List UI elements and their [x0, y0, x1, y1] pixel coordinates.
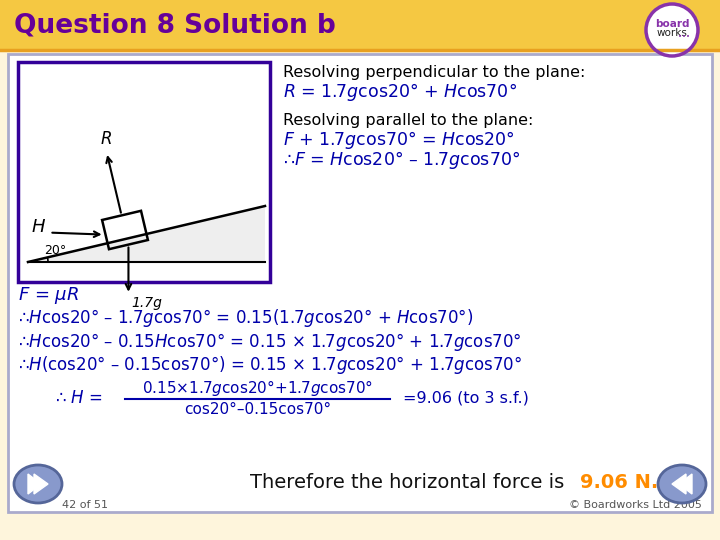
Text: ∴ $\it{H}$ =: ∴ $\it{H}$ =: [55, 389, 103, 407]
Text: Resolving perpendicular to the plane:: Resolving perpendicular to the plane:: [283, 64, 585, 79]
Ellipse shape: [14, 465, 62, 503]
Text: 20°: 20°: [44, 244, 66, 257]
Text: R: R: [101, 130, 112, 148]
Polygon shape: [672, 474, 686, 494]
Polygon shape: [28, 474, 41, 494]
Text: 42 of 51: 42 of 51: [62, 500, 108, 510]
Polygon shape: [679, 474, 692, 494]
Ellipse shape: [658, 465, 706, 503]
Text: board: board: [654, 19, 689, 29]
Text: Resolving parallel to the plane:: Resolving parallel to the plane:: [283, 112, 534, 127]
Bar: [0, 0, 720, 50]
Text: ∴$\it{F}$ = $\it{H}$cos20° – 1.7$\it{g}$cos70°: ∴$\it{F}$ = $\it{H}$cos20° – 1.7$\it{g}$…: [283, 149, 520, 171]
Text: Therefore the horizontal force is: Therefore the horizontal force is: [250, 472, 570, 491]
Text: 9.06 N.: 9.06 N.: [580, 472, 658, 491]
Text: •••: •••: [678, 34, 690, 40]
Text: ∴$\it{H}$(cos20° – 0.15cos70°) = 0.15 × 1.7$\it{g}$cos20° + 1.7$\it{g}$cos70°: ∴$\it{H}$(cos20° – 0.15cos70°) = 0.15 × …: [18, 354, 522, 376]
Bar: [8, 54, 712, 512]
Bar: [18, 62, 270, 282]
Text: © Boardworks Ltd 2005: © Boardworks Ltd 2005: [569, 500, 701, 510]
Polygon shape: [34, 474, 48, 494]
Text: ∴$\it{H}$cos20° – 1.7$\it{g}$cos70° = 0.15(1.7$\it{g}$cos20° + $\it{H}$cos70°): ∴$\it{H}$cos20° – 1.7$\it{g}$cos70° = 0.…: [18, 307, 473, 329]
Text: ∴$\it{H}$cos20° – 0.15$\it{H}$cos70° = 0.15 × 1.7$\it{g}$cos20° + 1.7$\it{g}$cos: ∴$\it{H}$cos20° – 0.15$\it{H}$cos70° = 0…: [18, 331, 522, 353]
Circle shape: [646, 4, 698, 56]
Text: 1.7g: 1.7g: [132, 295, 162, 309]
Polygon shape: [28, 206, 265, 262]
Text: 0.15×1.7$\it{g}$cos20°+1.7$\it{g}$cos70°: 0.15×1.7$\it{g}$cos20°+1.7$\it{g}$cos70°: [142, 378, 373, 398]
Text: works: works: [657, 28, 688, 38]
Text: H: H: [32, 218, 45, 235]
Text: $\it{R}$ = 1.7$\it{g}$cos20° + $\it{H}$cos70°: $\it{R}$ = 1.7$\it{g}$cos20° + $\it{H}$c…: [283, 81, 517, 103]
Text: $\it{F}$ + 1.7$\it{g}$cos70° = $\it{H}$cos20°: $\it{F}$ + 1.7$\it{g}$cos70° = $\it{H}$c…: [283, 129, 515, 151]
Text: Question 8 Solution b: Question 8 Solution b: [14, 12, 336, 38]
Text: $\it{F}$ = $\it{\mu R}$: $\it{F}$ = $\it{\mu R}$: [18, 285, 79, 306]
Text: cos20°–0.15cos70°: cos20°–0.15cos70°: [184, 402, 331, 416]
Text: =9.06 (to 3 s.f.): =9.06 (to 3 s.f.): [403, 390, 529, 406]
